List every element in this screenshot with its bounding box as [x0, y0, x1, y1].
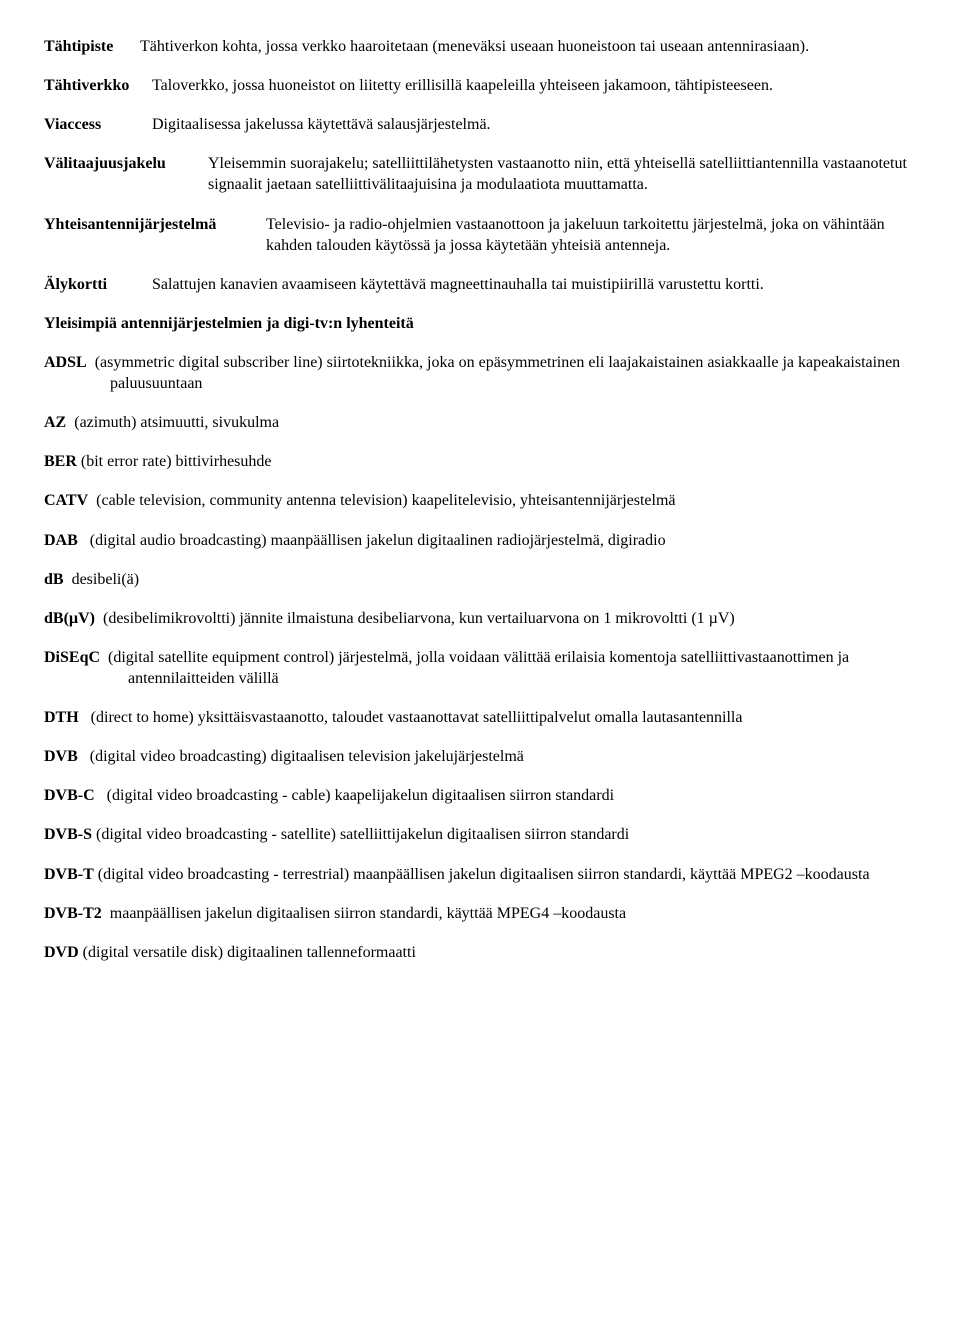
term-valitaajuus: Välitaajuusjakelu	[44, 155, 166, 172]
abbr-dvbt2: DVB-T2 maanpäällisen jakelun digitaalise…	[44, 903, 916, 924]
abbr-term-dvd: DVD	[44, 944, 79, 961]
abbr-term-dvbt: DVB-T	[44, 866, 94, 883]
abbr-dvbs: DVB-S (digital video broadcasting - sate…	[44, 824, 916, 845]
text-viaccess: Digitaalisessa jakelussa käytettävä sala…	[152, 114, 916, 135]
abbr-term-dab: DAB	[44, 532, 78, 549]
abbr-text-ber: (bit error rate) bittivirhesuhde	[81, 453, 272, 470]
abbr-dth: DTH (direct to home) yksittäisvastaanott…	[44, 707, 916, 728]
abbr-term-catv: CATV	[44, 492, 88, 509]
abbr-term-dvb: DVB	[44, 748, 78, 765]
text-tahtipiste: Tähtiverkon kohta, jossa verkko haaroite…	[140, 36, 916, 57]
def-alykortti: Älykortti Salattujen kanavien avaamiseen…	[44, 274, 916, 295]
term-alykortti: Älykortti	[44, 276, 107, 293]
abbr-term-db: dB	[44, 571, 64, 588]
def-tahtipiste: Tähtipiste Tähtiverkon kohta, jossa verk…	[44, 36, 916, 57]
abbr-text-dvbs: (digital video broadcasting - satellite)…	[96, 826, 629, 843]
abbr-term-adsl: ADSL	[44, 354, 87, 371]
term-viaccess: Viaccess	[44, 116, 101, 133]
abbr-dab: DAB (digital audio broadcasting) maanpää…	[44, 530, 916, 551]
abbr-az: AZ (azimuth) atsimuutti, sivukulma	[44, 412, 916, 433]
def-viaccess: Viaccess Digitaalisessa jakelussa käytet…	[44, 114, 916, 135]
abbr-text-db: desibeli(ä)	[72, 571, 140, 588]
term-yhteisantenni: Yhteisantennijärjestelmä	[44, 216, 216, 233]
abbr-term-dvbc: DVB-C	[44, 787, 95, 804]
text-valitaajuus: Yleisemmin suorajakelu; satelliittilähet…	[208, 153, 916, 195]
abbr-text-az: (azimuth) atsimuutti, sivukulma	[74, 414, 279, 431]
abbr-term-dbuv: dB(µV)	[44, 610, 95, 627]
abbr-text-dvd: (digital versatile disk) digitaalinen ta…	[83, 944, 416, 961]
abbr-text-dvb: (digital video broadcasting) digitaalise…	[90, 748, 524, 765]
abbr-text-dvbt: (digital video broadcasting - terrestria…	[98, 866, 870, 883]
abbr-term-diseqc: DiSEqC	[44, 649, 100, 666]
abbr-text-dbuv: (desibelimikrovoltti) jännite ilmaistuna…	[103, 610, 735, 627]
term-tahtipiste: Tähtipiste	[44, 38, 113, 55]
abbr-term-dvbs: DVB-S	[44, 826, 92, 843]
abbr-text-dab: (digital audio broadcasting) maanpäällis…	[90, 532, 666, 549]
def-yhteisantenni: Yhteisantennijärjestelmä Televisio- ja r…	[44, 214, 916, 256]
abbr-dbuv: dB(µV) (desibelimikrovoltti) jännite ilm…	[44, 608, 916, 629]
abbr-dvbt: DVB-T (digital video broadcasting - terr…	[44, 864, 916, 885]
abbr-adsl: ADSL (asymmetric digital subscriber line…	[44, 352, 916, 394]
abbr-db: dB desibeli(ä)	[44, 569, 916, 590]
abbr-term-dvbt2: DVB-T2	[44, 905, 102, 922]
section-title: Yleisimpiä antennijärjestelmien ja digi-…	[44, 313, 916, 334]
abbr-term-ber: BER	[44, 453, 77, 470]
abbr-term-az: AZ	[44, 414, 66, 431]
text-tahtiverkko: Taloverkko, jossa huoneistot on liitetty…	[152, 75, 916, 96]
abbr-ber: BER (bit error rate) bittivirhesuhde	[44, 451, 916, 472]
abbr-term-dth: DTH	[44, 709, 79, 726]
abbr-dvd: DVD (digital versatile disk) digitaaline…	[44, 942, 916, 963]
abbr-text-diseqc: (digital satellite equipment control) jä…	[108, 649, 849, 687]
abbr-text-dvbt2: maanpäällisen jakelun digitaalisen siirr…	[110, 905, 626, 922]
abbr-text-dvbc: (digital video broadcasting - cable) kaa…	[107, 787, 614, 804]
abbr-catv: CATV (cable television, community antenn…	[44, 490, 916, 511]
abbr-dvbc: DVB-C (digital video broadcasting - cabl…	[44, 785, 916, 806]
text-alykortti: Salattujen kanavien avaamiseen käytettäv…	[152, 274, 916, 295]
text-yhteisantenni: Televisio- ja radio-ohjelmien vastaanott…	[266, 214, 916, 256]
abbr-dvb: DVB (digital video broadcasting) digitaa…	[44, 746, 916, 767]
def-valitaajuus: Välitaajuusjakelu Yleisemmin suorajakelu…	[44, 153, 916, 195]
abbr-text-catv: (cable television, community antenna tel…	[96, 492, 675, 509]
abbr-text-dth: (direct to home) yksittäisvastaanotto, t…	[91, 709, 743, 726]
term-tahtiverkko: Tähtiverkko	[44, 77, 129, 94]
abbr-diseqc: DiSEqC (digital satellite equipment cont…	[44, 647, 916, 689]
abbr-text-adsl: (asymmetric digital subscriber line) sii…	[95, 354, 901, 392]
def-tahtiverkko: Tähtiverkko Taloverkko, jossa huoneistot…	[44, 75, 916, 96]
